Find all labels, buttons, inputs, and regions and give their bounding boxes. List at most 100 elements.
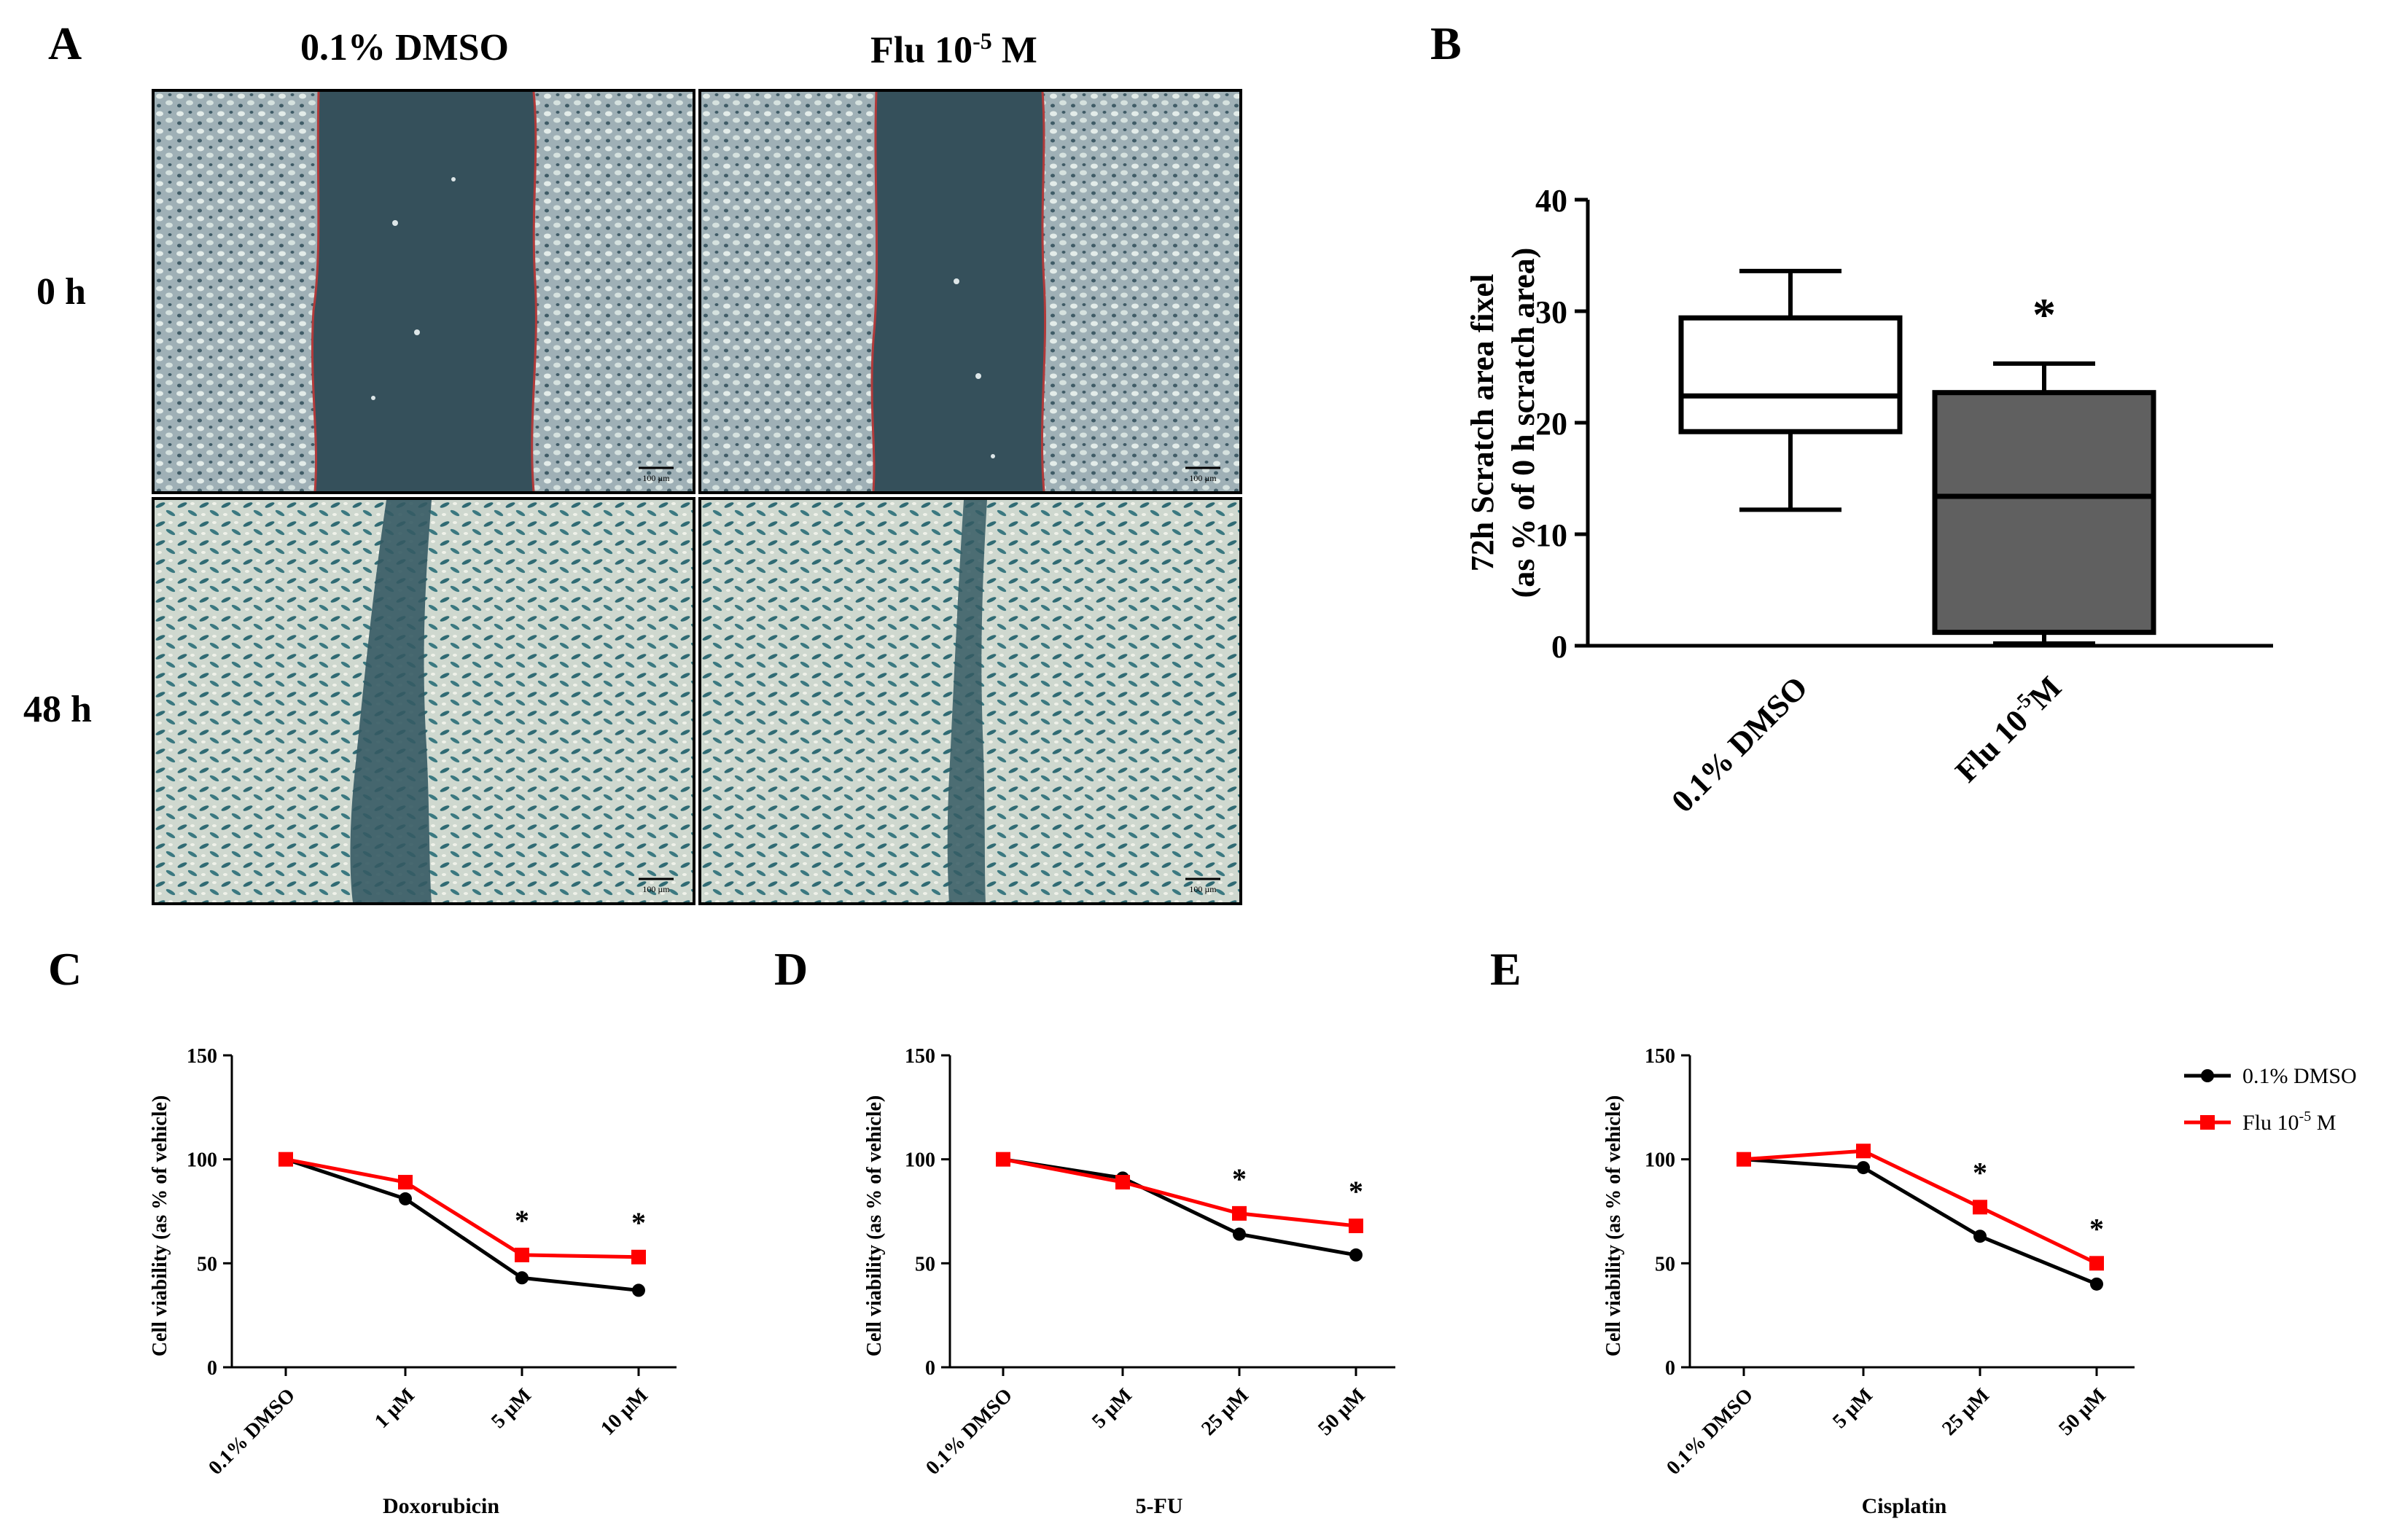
c-point-flu-3 <box>631 1249 646 1265</box>
d-point-flu-0 <box>996 1152 1010 1167</box>
column-header-flu-text: Flu 10 <box>870 29 973 71</box>
row-label-0h: 0 h <box>36 271 86 313</box>
e-point-flu-0 <box>1737 1152 1751 1167</box>
scale-bar-label-3: 100 µm <box>642 884 670 894</box>
b-ytick-label-1: 10 <box>1535 517 1567 553</box>
b-star-1: * <box>2032 289 2056 340</box>
b-ytick-label-0: 0 <box>1551 629 1567 665</box>
e-point-flu-2 <box>1973 1200 1987 1215</box>
legend-label-sup-1: -5 <box>2299 1109 2312 1125</box>
legend-label-1: Flu 10-5 M <box>2242 1109 2336 1135</box>
b-xtick-label-1: Flu 10-5M <box>1947 668 2068 789</box>
c-point-dmso-2 <box>515 1271 529 1285</box>
scale-bar-label-2: 100 µm <box>1189 473 1217 483</box>
c-series-line-1 <box>285 1157 639 1259</box>
e-star-3: * <box>2089 1212 2104 1245</box>
micrograph-flu-0h: 100 µm <box>698 89 1242 494</box>
legend-label-text-0: 0.1% DMSO <box>2242 1064 2357 1088</box>
legend-label-0: 0.1% DMSO <box>2242 1064 2357 1088</box>
c-star-3: * <box>631 1206 646 1239</box>
chart-c: 0 50 100 150 Cell viability (as % of vehicle… <box>149 1045 677 1518</box>
c-point-flu-1 <box>398 1175 413 1190</box>
b-box-1 <box>1932 390 2156 636</box>
e-xlabel: Cisplatin <box>1862 1494 1947 1518</box>
c-point-dmso-3 <box>632 1283 645 1297</box>
e-xtick-label-1: 5 µM <box>1828 1384 1877 1433</box>
legend-marker-0 <box>2201 1069 2214 1082</box>
legend: 0.1% DMSO Flu 10-5 M <box>2184 1064 2357 1135</box>
d-point-dmso-2 <box>1233 1227 1246 1241</box>
e-point-flu-1 <box>1856 1144 1871 1159</box>
chart-d: 0 50 100 150 Cell viability (as % of vehicle… <box>863 1045 1395 1518</box>
e-ytick-label-3: 150 <box>1645 1045 1675 1068</box>
d-ytick-label-3: 150 <box>905 1045 935 1068</box>
d-star-3: * <box>1349 1175 1363 1208</box>
d-xtick-label-0: 0.1% DMSO <box>921 1384 1017 1480</box>
b-ytick-label-3: 30 <box>1535 294 1567 330</box>
e-ytick-label-2: 100 <box>1645 1149 1675 1172</box>
b-ytick-label-2: 20 <box>1535 406 1567 442</box>
c-xtick-label-1: 1 µM <box>370 1384 419 1433</box>
d-point-dmso-3 <box>1349 1248 1363 1262</box>
b-ylabel-line1: 72h Scratch area fixel <box>1465 274 1500 572</box>
d-series-line-0 <box>1002 1157 1357 1257</box>
d-ytick-label-1: 50 <box>915 1253 935 1275</box>
c-point-flu-0 <box>278 1152 293 1167</box>
chart-e: 0 50 100 150 Cell viability (as % of vehicle… <box>1602 1045 2135 1518</box>
e-ylabel: Cell viability (as % of vehicle) <box>1602 1095 1625 1357</box>
b-xtick-label-0: 0.1% DMSO <box>1664 669 1815 819</box>
e-xtick-label-2: 25 µM <box>1938 1384 1994 1440</box>
b-xtick-label-text-0: 0.1% DMSO <box>1664 669 1815 819</box>
d-xtick-label-3: 50 µM <box>1314 1384 1370 1440</box>
e-series-line-1 <box>1743 1149 2098 1265</box>
panel-label-b: B <box>1430 17 1462 69</box>
e-series-line-0 <box>1743 1157 2097 1286</box>
c-star-2: * <box>515 1204 529 1237</box>
panel-label-e: E <box>1490 943 1521 995</box>
e-xtick-label-3: 50 µM <box>2054 1384 2110 1440</box>
e-ytick-label-0: 0 <box>1665 1357 1675 1380</box>
micrograph-dmso-48h: 100 µm <box>152 497 695 905</box>
c-ytick-label-3: 150 <box>187 1045 217 1068</box>
chart-b: 0 10 20 30 40 72h Scratch area fixel (as % of … <box>1465 183 2273 819</box>
scale-bar-label-4: 100 µm <box>1189 884 1217 894</box>
e-star-2: * <box>1973 1156 1987 1189</box>
d-ylabel: Cell viability (as % of vehicle) <box>863 1095 886 1357</box>
d-ytick-label-0: 0 <box>925 1357 935 1380</box>
d-xtick-label-1: 5 µM <box>1088 1384 1137 1433</box>
d-xtick-label-2: 25 µM <box>1197 1384 1253 1440</box>
c-point-flu-2 <box>515 1247 529 1262</box>
row-label-48h: 48 h <box>23 689 92 730</box>
panel-label-d: D <box>774 943 808 995</box>
c-ytick-label-2: 100 <box>187 1149 217 1172</box>
c-series-line-0 <box>285 1157 639 1292</box>
d-ytick-label-2: 100 <box>905 1149 935 1172</box>
d-xlabel: 5-FU <box>1136 1494 1183 1518</box>
scale-bar-label-1: 100 µm <box>642 473 670 483</box>
d-series-line-1 <box>1002 1157 1357 1228</box>
micrograph-flu-48h: 100 µm <box>698 497 1242 905</box>
column-header-flu: Flu 10-5 M <box>870 29 1037 69</box>
c-point-dmso-1 <box>399 1192 412 1205</box>
micrograph-dmso-0h: 100 µm <box>152 89 695 494</box>
e-xtick-label-0: 0.1% DMSO <box>1662 1384 1758 1480</box>
legend-label-text-1: Flu 10 <box>2242 1111 2299 1135</box>
e-point-dmso-3 <box>2090 1277 2103 1291</box>
e-point-dmso-1 <box>1857 1161 1870 1175</box>
d-star-2: * <box>1232 1162 1247 1195</box>
b-box-0 <box>1678 315 1903 434</box>
panel-label-a: A <box>48 17 82 69</box>
c-xtick-label-3: 10 µM <box>596 1384 652 1440</box>
c-ytick-label-0: 0 <box>207 1357 217 1380</box>
c-ylabel: Cell viability (as % of vehicle) <box>149 1095 171 1357</box>
e-point-flu-3 <box>2089 1256 2104 1271</box>
d-point-flu-2 <box>1232 1205 1247 1221</box>
column-header-flu-unit: M <box>991 29 1037 71</box>
c-xtick-label-0: 0.1% DMSO <box>204 1384 300 1480</box>
b-ytick-label-4: 40 <box>1535 183 1567 219</box>
e-ytick-label-1: 50 <box>1655 1253 1675 1275</box>
d-point-flu-1 <box>1115 1175 1130 1190</box>
b-ylabel: 72h Scratch area fixel (as % of 0 h scrat… <box>1465 248 1541 598</box>
c-xlabel: Doxorubicin <box>383 1494 499 1518</box>
